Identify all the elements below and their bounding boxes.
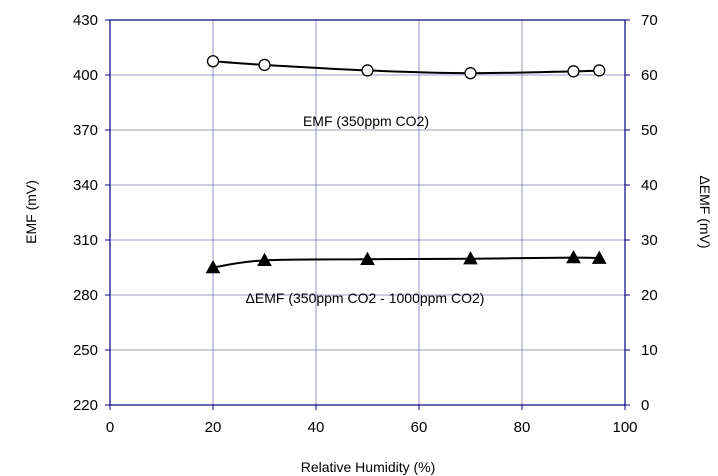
y-left-tick-label: 310 <box>73 232 98 249</box>
y-right-tick-label: 10 <box>641 342 658 359</box>
y-right-tick-labels: 0 10 20 30 40 50 60 70 <box>641 12 658 414</box>
emf-series-annotation: EMF (350ppm CO2) <box>303 113 429 129</box>
x-tick-label: 100 <box>612 419 637 436</box>
series-layer <box>205 55 607 274</box>
y-right-tick-label: 20 <box>641 287 658 304</box>
tick-mark-layer <box>105 19 630 410</box>
data-point-triangle <box>257 252 272 267</box>
y-left-tick-label: 370 <box>73 122 98 139</box>
x-tick-label: 0 <box>106 419 114 436</box>
delta-emf-series-annotation: ΔEMF (350ppm CO2 - 1000ppm CO2) <box>246 290 485 306</box>
x-tick-label: 60 <box>411 419 428 436</box>
y-left-tick-label: 250 <box>73 342 98 359</box>
data-point-circle <box>361 64 374 77</box>
x-tick-label: 80 <box>514 419 531 436</box>
y-right-tick-label: 30 <box>641 232 658 249</box>
x-tick-label: 40 <box>308 419 325 436</box>
data-point-circle <box>258 58 271 72</box>
y-left-tick-label: 400 <box>73 67 98 84</box>
x-axis-title: Relative Humidity (%) <box>301 459 436 475</box>
data-point-circle <box>567 65 580 78</box>
y-right-axis-title: ΔEMF (mV) <box>697 175 713 248</box>
y-right-tick-label: 50 <box>641 122 658 139</box>
data-point-triangle <box>360 251 375 265</box>
y-left-axis-title: EMF (mV) <box>23 180 39 244</box>
y-left-tick-label: 220 <box>73 397 98 414</box>
x-tick-label: 20 <box>205 419 222 436</box>
y-left-tick-label: 340 <box>73 177 98 194</box>
data-point-triangle <box>463 251 478 265</box>
data-point-triangle <box>591 250 607 264</box>
data-point-circle <box>206 55 220 68</box>
data-point-triangle <box>205 259 221 274</box>
y-left-tick-label: 430 <box>73 12 98 29</box>
y-right-tick-label: 60 <box>641 67 658 84</box>
data-point-circle <box>464 67 477 80</box>
series-1-delta-emf <box>205 250 607 274</box>
y-right-tick-label: 0 <box>641 397 649 414</box>
y-right-tick-label: 40 <box>641 177 658 194</box>
plot-frame <box>109 19 626 406</box>
data-point-triangle <box>566 250 581 264</box>
grid-layer <box>110 20 625 405</box>
series-0-emf <box>206 55 606 80</box>
x-tick-labels: 0 20 40 60 80 100 <box>106 419 638 436</box>
y-right-tick-label: 70 <box>641 12 658 29</box>
y-left-tick-labels: 220 250 280 310 340 370 400 430 <box>73 12 98 414</box>
y-left-tick-label: 280 <box>73 287 98 304</box>
series-line <box>212 60 600 75</box>
data-point-circle <box>593 64 606 77</box>
